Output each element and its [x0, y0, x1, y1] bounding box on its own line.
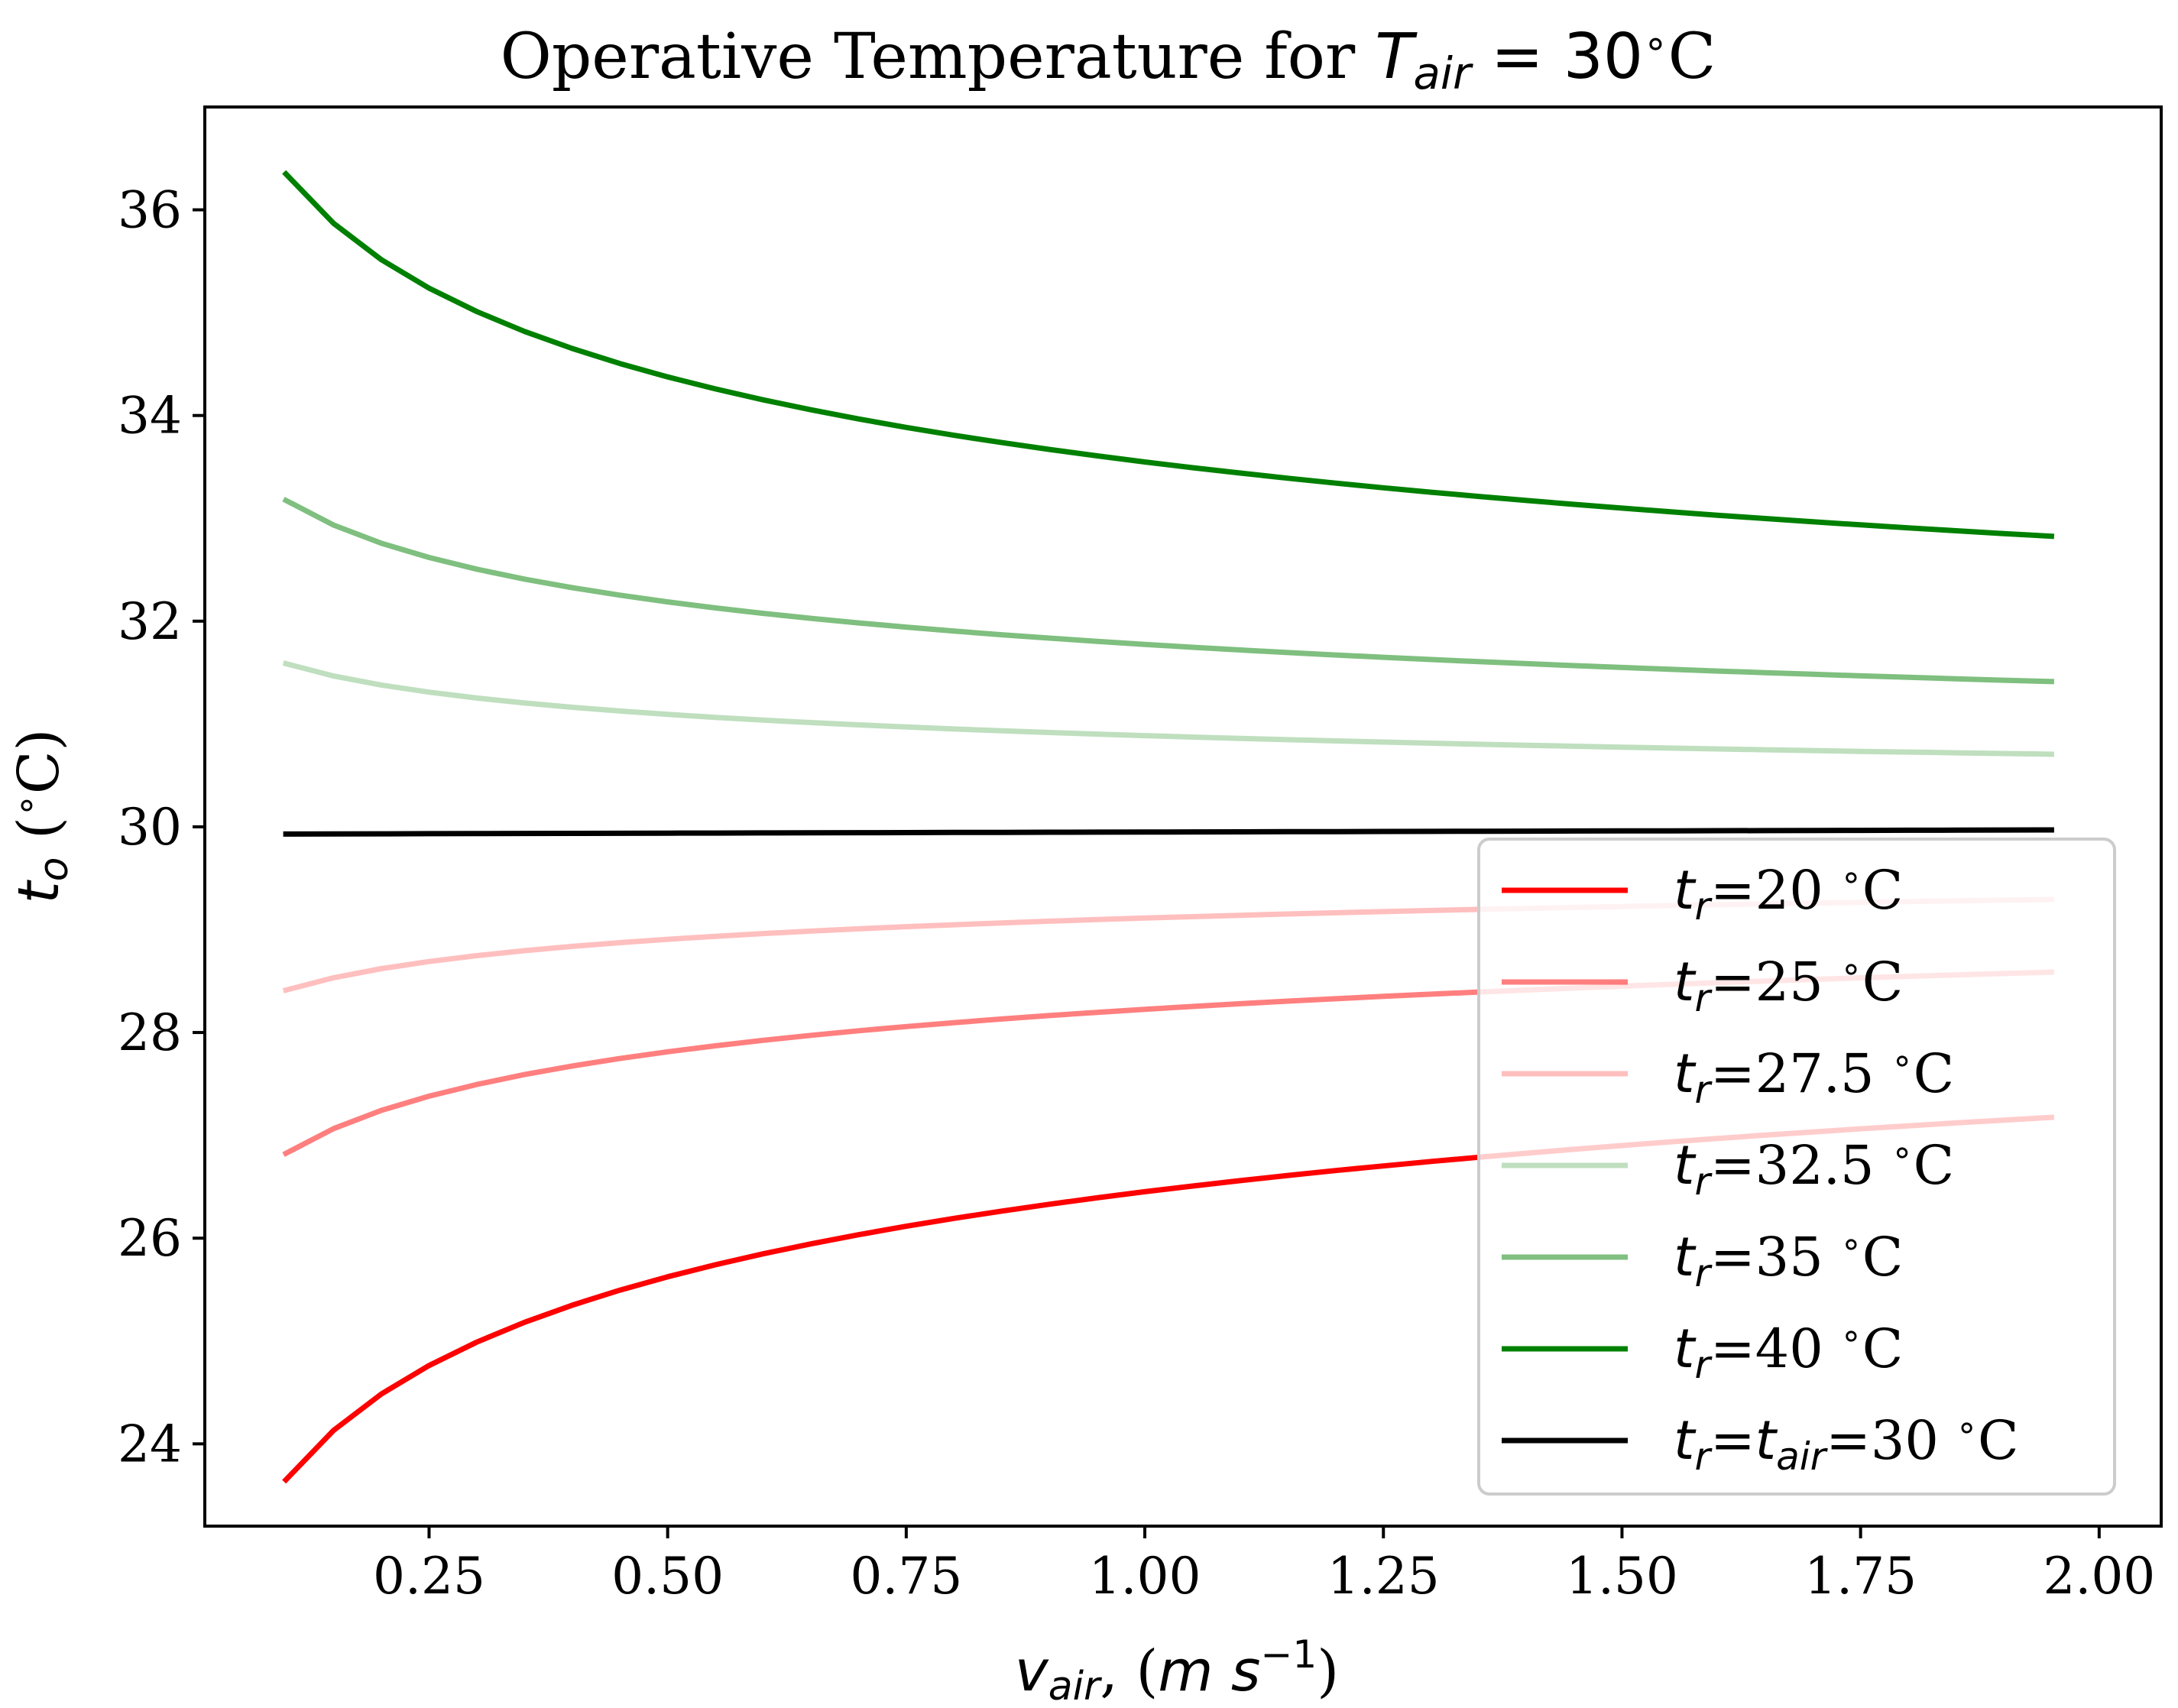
legend-box: [1477, 838, 2116, 1496]
legend-label: tr=25 ∘C: [1674, 948, 1903, 1020]
series-line: [283, 827, 2054, 837]
series-line: [282, 660, 2054, 757]
x-tick-label: 1.25: [1327, 1547, 1440, 1606]
y-tick-label: 26: [118, 1209, 182, 1268]
x-tick-label: 1.75: [1804, 1547, 1917, 1606]
legend-label: tr=40 ∘C: [1674, 1314, 1903, 1387]
legend-label: tr=32.5 ∘C: [1674, 1131, 1954, 1204]
plot-frame: [203, 105, 2163, 1528]
y-axis-label: to (∘C): [5, 729, 77, 904]
x-tick-label: 0.75: [850, 1547, 962, 1606]
legend-label: tr=20 ∘C: [1674, 856, 1903, 929]
x-axis-label: vair, (m s−1): [1015, 1632, 1339, 1708]
x-tick-label: 2.00: [2043, 1547, 2155, 1606]
x-tick-label: 0.25: [373, 1547, 485, 1606]
x-tick-label: 1.00: [1089, 1547, 1201, 1606]
x-axis: 0.25 0.50 0.75 1.00 1.25 1.50 1.75 2.00: [373, 1526, 2155, 1606]
y-tick-label: 24: [118, 1415, 182, 1473]
legend-label: tr=35 ∘C: [1674, 1223, 1903, 1295]
legend: tr=20 ∘C tr=25 ∘C tr=27.5 ∘C tr=32.5 ∘C tr=3…: [1477, 838, 2116, 1496]
series-line: [282, 497, 2054, 685]
x-tick-label: 1.50: [1566, 1547, 1678, 1606]
chart-title: Operative Temperature for Tair = 30∘C: [501, 21, 1716, 99]
y-tick-label: 32: [118, 592, 182, 651]
y-tick-label: 28: [118, 1003, 182, 1062]
y-axis: 24 26 28 30 32 34 36: [118, 181, 205, 1473]
series-line: [282, 170, 2055, 540]
x-tick-label: 0.50: [611, 1547, 724, 1606]
legend-label: tr=27.5 ∘C: [1674, 1039, 1954, 1112]
legend-label: tr=tair=30 ∘C: [1674, 1406, 2019, 1479]
y-tick-label: 34: [118, 387, 182, 446]
y-tick-label: 36: [118, 181, 182, 240]
y-tick-label: 30: [118, 798, 182, 857]
